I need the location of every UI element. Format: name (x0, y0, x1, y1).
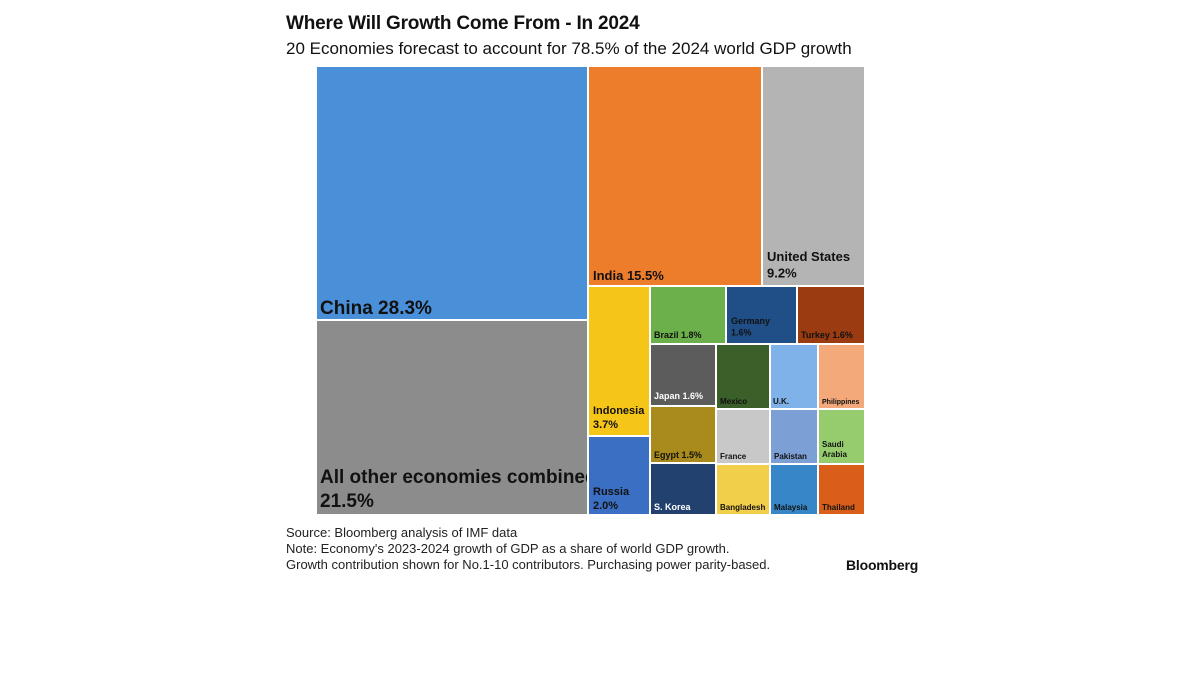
treemap-cell-s-korea: S. Korea (649, 462, 717, 516)
treemap-label-pakistan: Pakistan (774, 452, 807, 461)
treemap-cell-all-other-economies-combined: All other economies combined 21.5% (315, 319, 597, 516)
treemap-cell-india: India 15.5% (587, 65, 763, 287)
treemap-rect-u-k (769, 343, 819, 410)
methodology-note-2: Growth contribution shown for No.1-10 co… (286, 557, 771, 572)
treemap-rect-bangladesh (715, 463, 771, 516)
treemap-label-germany: Germany 1.6% (731, 316, 770, 337)
treemap-rect-japan (649, 343, 717, 407)
treemap-label-japan: Japan 1.6% (654, 391, 703, 401)
treemap-label-india: India 15.5% (593, 268, 664, 283)
chart-title: Where Will Growth Come From - In 2024 (286, 13, 640, 34)
treemap-cell-china: China 28.3% (315, 65, 589, 321)
treemap-rect-saudi-arabia (817, 408, 866, 465)
treemap-rect-pakistan (769, 408, 819, 465)
treemap-label-france: France (720, 452, 747, 461)
treemap-rect-malaysia (769, 463, 819, 516)
chart-footer: Source: Bloomberg analysis of IMF data N… (286, 525, 770, 573)
treemap-cell-france: France (715, 408, 771, 465)
treemap-rect-turkey (796, 285, 866, 345)
treemap-label-turkey: Turkey 1.6% (801, 330, 853, 340)
treemap-label-united-states: United States 9.2% (767, 249, 850, 280)
treemap-cell-indonesia: Indonesia 3.7% (587, 285, 651, 437)
treemap-label-china: China 28.3% (320, 298, 432, 319)
treemap-label-indonesia: Indonesia 3.7% (593, 405, 645, 431)
treemap-rect-germany (725, 285, 798, 345)
treemap-label-s-korea: S. Korea (654, 502, 692, 512)
treemap-label-all-other-economies-combined: All other economies combined 21.5% (320, 467, 597, 512)
treemap-label-bangladesh: Bangladesh (720, 503, 765, 512)
treemap-label-u-k: U.K. (773, 397, 789, 406)
treemap-cell-egypt: Egypt 1.5% (649, 405, 717, 464)
treemap-cell-thailand: Thailand (817, 463, 866, 516)
treemap-cell-bangladesh: Bangladesh (715, 463, 771, 516)
treemap-rect-all-other-economies-combined (315, 319, 589, 516)
treemap-cell-japan: Japan 1.6% (649, 343, 717, 407)
treemap-label-malaysia: Malaysia (774, 503, 808, 512)
treemap-label-philippines: Philippines (822, 399, 859, 406)
treemap-rect-brazil (649, 285, 727, 345)
treemap-cell-germany: Germany 1.6% (725, 285, 798, 345)
source-note: Source: Bloomberg analysis of IMF data (286, 525, 518, 540)
treemap-label-egypt: Egypt 1.5% (654, 450, 702, 460)
chart-subtitle: 20 Economies forecast to account for 78.… (286, 39, 852, 58)
methodology-note: Note: Economy's 2023-2024 growth of GDP … (286, 541, 730, 556)
treemap-label-mexico: Mexico (720, 397, 747, 406)
treemap-cell-united-states: United States 9.2% (761, 65, 866, 287)
treemap-label-saudi-arabia: Saudi Arabia (822, 440, 847, 459)
treemap-cell-malaysia: Malaysia (769, 463, 819, 516)
treemap-cell-philippines: Philippines (817, 343, 866, 410)
treemap-cell-u-k: U.K. (769, 343, 819, 410)
treemap-rect-philippines (817, 343, 866, 410)
treemap-cell-saudi-arabia: Saudi Arabia (817, 408, 866, 465)
treemap-rect-china (315, 65, 589, 321)
treemap-rect-united-states (761, 65, 866, 287)
treemap-cell-pakistan: Pakistan (769, 408, 819, 465)
treemap-rect-russia (587, 435, 651, 516)
treemap-label-thailand: Thailand (822, 503, 855, 512)
treemap-rect-india (587, 65, 763, 287)
treemap-rect-thailand (817, 463, 866, 516)
treemap-label-brazil: Brazil 1.8% (654, 330, 702, 340)
treemap-cell-mexico: Mexico (715, 343, 771, 410)
treemap-cell-russia: Russia 2.0% (587, 435, 651, 516)
brand-logo: Bloomberg (846, 557, 919, 573)
treemap-cell-turkey: Turkey 1.6% (796, 285, 866, 345)
treemap-rect-s-korea (649, 462, 717, 516)
treemap-label-russia: Russia 2.0% (593, 486, 630, 512)
treemap-cell-brazil: Brazil 1.8% (649, 285, 727, 345)
